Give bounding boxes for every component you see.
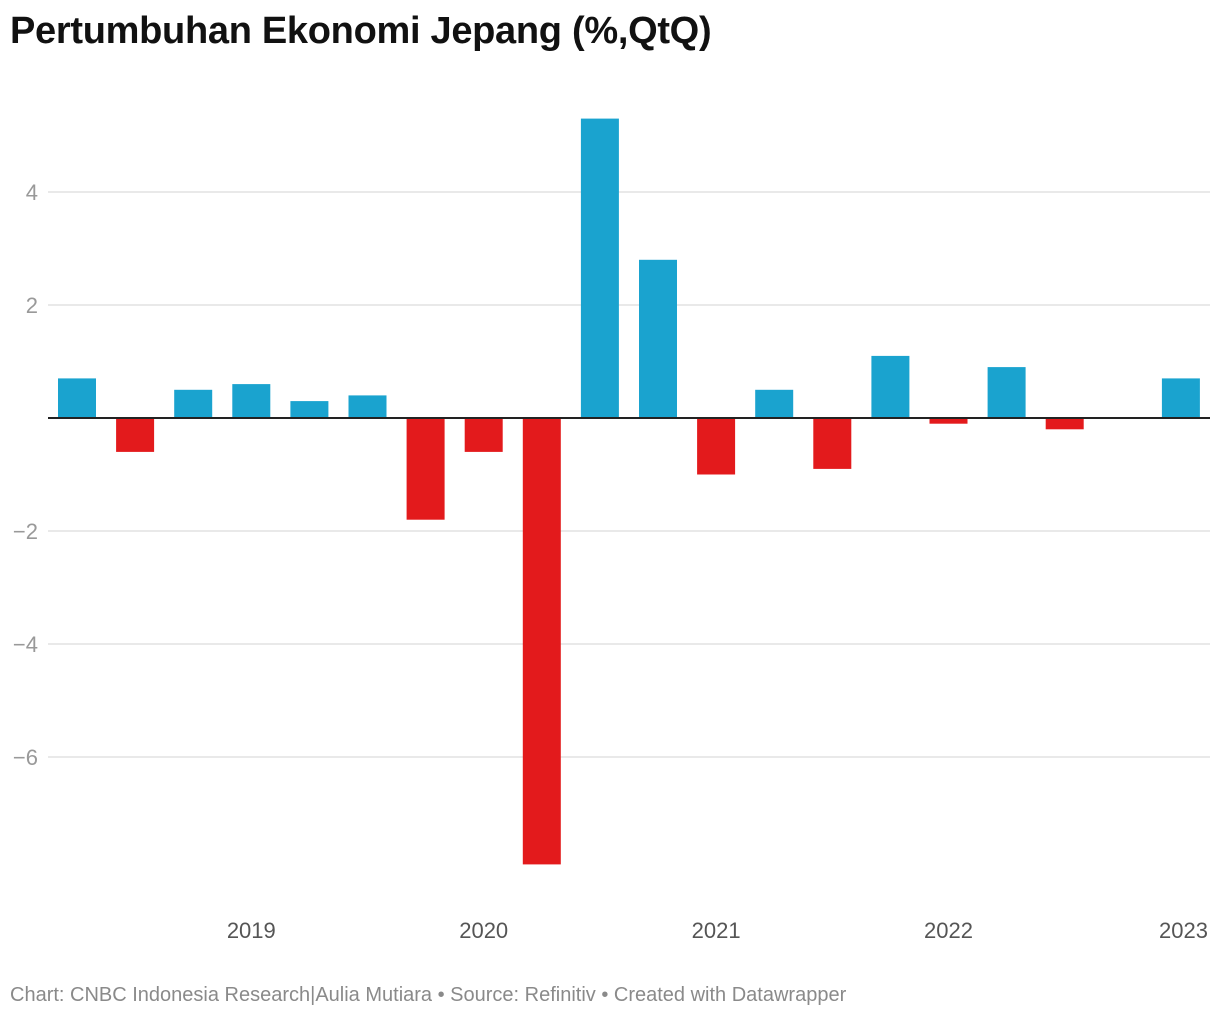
bar	[58, 378, 96, 418]
gridlines	[48, 191, 1210, 758]
bar	[290, 401, 329, 418]
chart-footer: Chart: CNBC Indonesia Research|Aulia Mut…	[10, 984, 847, 1006]
bar	[1161, 378, 1200, 418]
bar	[232, 384, 271, 418]
bar	[987, 367, 1026, 418]
x-tick-label: 2019	[227, 918, 276, 943]
y-tick-label: 2	[26, 293, 38, 318]
x-axis-ticks: 2019 2020 2021 2022 2023	[227, 918, 1208, 943]
bar	[116, 418, 155, 452]
x-tick-label: 2023	[1159, 918, 1208, 943]
x-tick-label: 2020	[459, 918, 508, 943]
y-tick-label: 4	[26, 180, 38, 205]
bar	[1045, 418, 1084, 430]
x-tick-label: 2022	[924, 918, 973, 943]
y-tick-label: −6	[13, 745, 38, 770]
bar-chart: 4 2 −2 −4 −6 2019 2020 2021 2022 2023	[13, 118, 1210, 943]
bar	[929, 418, 968, 424]
bar	[871, 355, 910, 419]
y-axis-ticks: 4 2 −2 −4 −6	[13, 180, 38, 770]
bar	[697, 418, 736, 475]
bar	[813, 418, 852, 469]
bar	[755, 389, 794, 419]
bar	[639, 259, 677, 418]
bar	[580, 118, 619, 418]
y-tick-label: −4	[13, 632, 38, 657]
x-tick-label: 2021	[692, 918, 741, 943]
bar	[174, 389, 213, 419]
chart-title: Pertumbuhan Ekonomi Jepang (%,QtQ)	[10, 10, 712, 52]
bar	[522, 418, 561, 865]
bars	[58, 118, 1200, 865]
bar	[348, 395, 387, 418]
bar	[464, 418, 503, 452]
y-tick-label: −2	[13, 519, 38, 544]
bar	[406, 418, 445, 520]
